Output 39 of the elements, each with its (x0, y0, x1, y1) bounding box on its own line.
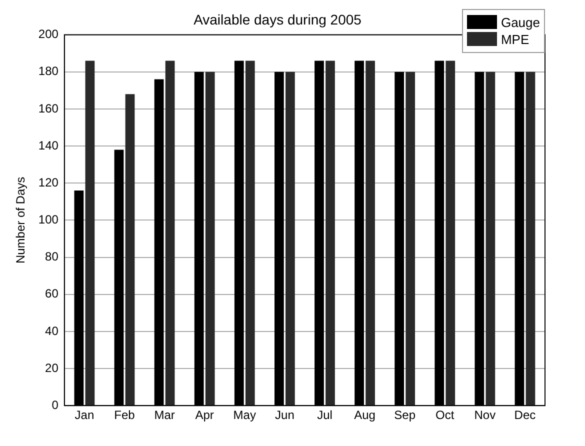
bar (406, 72, 416, 406)
x-tick-label: Jul (317, 408, 332, 422)
bar (165, 60, 175, 406)
y-tick-label: 20 (45, 360, 59, 375)
y-tick-label: 60 (45, 286, 59, 301)
y-tick-label: 180 (38, 64, 59, 78)
x-tick-label: Aug (354, 408, 376, 422)
y-axis-title: Number of Days (14, 176, 28, 264)
y-tick-label: 40 (45, 324, 59, 338)
bar (85, 60, 95, 406)
y-tick-label: 160 (38, 101, 59, 116)
x-tick-label: Oct (436, 408, 455, 422)
y-tick-label: 140 (38, 138, 59, 152)
x-tick-label: Jan (74, 408, 94, 422)
bar (205, 72, 215, 406)
bar (366, 60, 375, 406)
x-tick-label: Apr (195, 408, 214, 422)
bar (486, 72, 496, 406)
bar (446, 60, 456, 406)
legend-label: MPE (500, 32, 530, 47)
x-tick-label: Nov (474, 408, 496, 422)
x-tick-label: Jun (275, 408, 294, 422)
x-tick-label: Feb (114, 408, 136, 422)
bar (286, 72, 295, 406)
x-tick-label: Dec (514, 408, 536, 422)
chart-title: Available days during 2005 (194, 11, 362, 28)
bar (326, 60, 335, 406)
y-tick-label: 120 (38, 175, 59, 190)
y-tick-label: 100 (38, 212, 59, 227)
x-tick-label: Mar (154, 408, 175, 422)
y-tick-label: 0 (52, 398, 59, 412)
bar (125, 94, 135, 406)
y-tick-label: 80 (45, 250, 59, 264)
x-tick-label: May (233, 408, 256, 422)
y-tick-label: 200 (38, 27, 59, 42)
bar (526, 72, 536, 406)
x-tick-label: Sep (394, 408, 416, 422)
legend-label: Gauge (500, 14, 540, 30)
bar (245, 60, 255, 406)
